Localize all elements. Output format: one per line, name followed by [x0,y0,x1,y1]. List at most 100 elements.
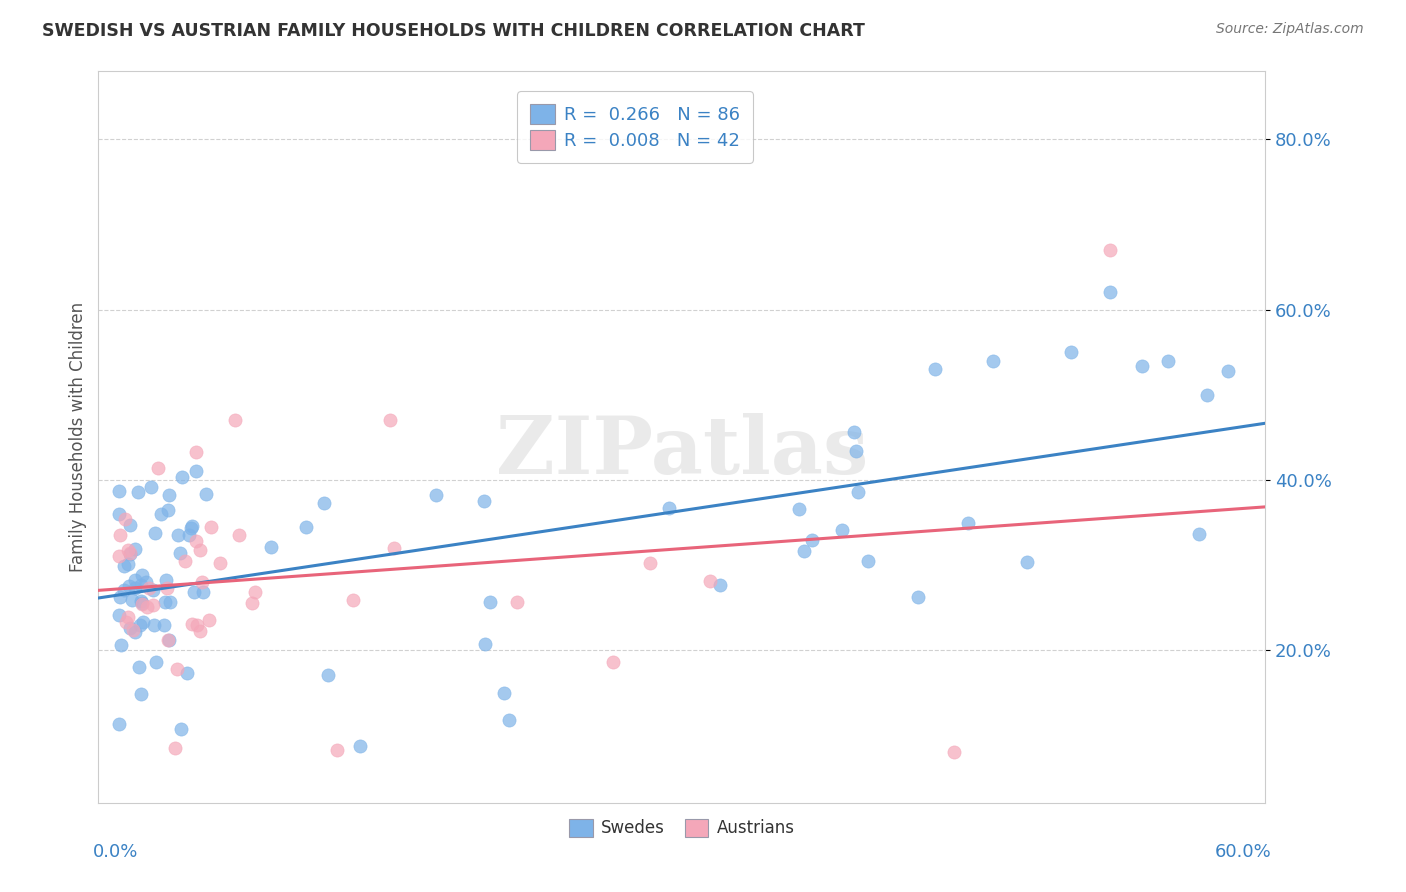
Point [159,595,181,609]
Text: SWEDISH VS AUSTRIAN FAMILY HOUSEHOLDS WITH CHILDREN CORRELATION CHART: SWEDISH VS AUSTRIAN FAMILY HOUSEHOLDS WI… [42,22,865,40]
Point [1060,345,1083,359]
Point [118,621,141,635]
Point [143,618,166,632]
Point [312,496,335,510]
Point [176,665,198,680]
Y-axis label: Family Households with Children: Family Households with Children [69,302,87,572]
Point [108,507,131,521]
Point [110,590,132,604]
Point [110,528,132,542]
Point [112,582,135,597]
Point [117,542,139,557]
Point [787,501,810,516]
Point [181,519,204,533]
Point [157,488,180,502]
Point [180,617,202,632]
Point [128,659,150,673]
Point [846,484,869,499]
Point [295,520,318,534]
Point [174,554,197,568]
Legend: Swedes, Austrians: Swedes, Austrians [561,810,803,846]
Point [188,624,211,638]
Point [472,494,495,508]
Point [157,633,180,648]
Point [907,591,929,605]
Point [498,713,520,727]
Point [117,610,139,624]
Point [124,581,146,595]
Point [179,528,201,542]
Point [124,573,146,587]
Point [129,687,152,701]
Point [245,585,267,599]
Point [149,507,172,521]
Point [342,593,364,607]
Point [240,597,263,611]
Point [118,547,141,561]
Point [1130,359,1153,373]
Point [156,503,179,517]
Point [856,554,879,568]
Point [118,518,141,533]
Point [114,511,136,525]
Point [1098,243,1121,257]
Point [845,444,868,458]
Point [492,686,515,700]
Point [228,528,250,542]
Point [136,600,159,615]
Point [197,613,219,627]
Point [1195,387,1218,401]
Point [602,655,624,669]
Point [122,623,145,637]
Point [224,413,246,427]
Point [425,488,447,502]
Point [121,593,143,607]
Point [131,597,153,611]
Point [145,655,167,669]
Point [981,353,1004,368]
Point [793,543,815,558]
Point [709,578,731,592]
Point [107,549,129,563]
Point [166,662,188,676]
Point [195,487,218,501]
Point [115,615,138,630]
Point [380,413,402,427]
Point [831,523,853,537]
Point [117,557,139,571]
Point [183,585,205,599]
Point [658,501,681,516]
Point [157,632,180,647]
Point [156,581,179,595]
Point [112,559,135,574]
Point [108,483,131,498]
Point [129,578,152,592]
Point [957,516,980,530]
Point [325,743,347,757]
Point [382,541,405,555]
Point [349,739,371,753]
Point [163,741,186,756]
Point [943,745,966,759]
Point [108,716,131,731]
Point [1157,353,1180,368]
Point [169,722,191,736]
Point [155,573,177,587]
Point [167,528,190,542]
Point [146,461,169,475]
Point [124,625,146,640]
Point [200,520,222,534]
Point [145,526,167,541]
Point [129,618,152,632]
Point [142,582,165,597]
Point [640,556,662,570]
Point [474,636,496,650]
Point [191,575,214,590]
Point [169,546,191,560]
Point [188,543,211,558]
Text: 60.0%: 60.0% [1215,843,1271,861]
Point [699,574,721,589]
Point [131,597,153,611]
Point [138,581,160,595]
Point [842,425,865,439]
